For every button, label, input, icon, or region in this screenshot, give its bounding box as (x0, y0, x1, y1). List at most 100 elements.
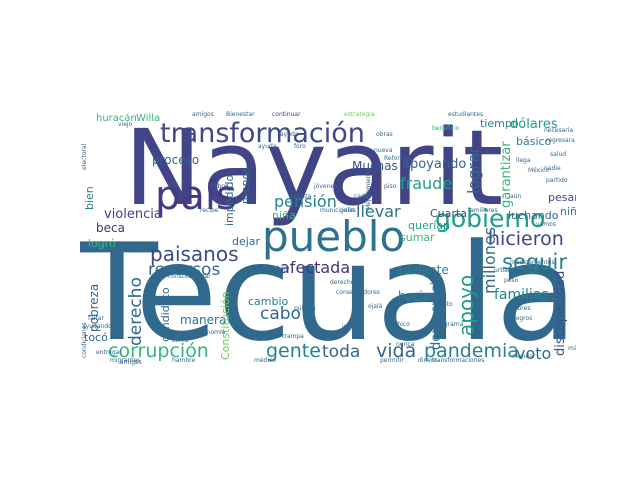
word-pesar: pesar (548, 191, 576, 204)
word-bien: bien (83, 186, 96, 210)
word-derecho: derecho (126, 277, 146, 346)
word-gente: gente (266, 340, 321, 362)
word-conservadores: conservadores (336, 289, 380, 296)
word-dolares: dólares (510, 117, 558, 132)
word-hambre: hambre (172, 357, 196, 364)
word-mejoramiento: Mejoramiento (365, 168, 372, 210)
word-cada: cada (354, 193, 369, 200)
word-estrategia: estrategia (344, 111, 375, 118)
word-proceso: proceso (152, 153, 200, 167)
word-peso: peso (504, 277, 519, 284)
word-basico: básico (516, 135, 552, 148)
word-regresara: regresara (546, 137, 575, 144)
word-salud: salud (550, 151, 567, 158)
word-apoyando: apoyando (402, 157, 467, 172)
word-muchas: Muchas (352, 159, 398, 173)
word-programa: programa (434, 321, 464, 328)
word-migrantes: migrantes (110, 357, 141, 364)
word-nunca: nunca (396, 341, 415, 348)
word-democracia: democracia (429, 273, 444, 350)
word-toda: toda (322, 342, 361, 362)
word-nino: niño (560, 205, 576, 218)
word-logro: logró (88, 237, 116, 250)
word-bienestar: Bienestar (226, 111, 255, 118)
word-afectada: afectada (280, 258, 351, 277)
word-amigas: amigas (120, 359, 142, 366)
word-menos: menos (239, 167, 252, 204)
word-piso: piso (384, 183, 397, 190)
word-corrupcion: corrupción (108, 340, 209, 362)
word-municipales: municipales (320, 207, 357, 214)
word-nueva: nueva (374, 147, 393, 154)
word-adelante: adelante (396, 263, 449, 277)
word-cabo: cabo (260, 304, 301, 324)
word-recursos: recursos (148, 260, 221, 280)
word-trampa: trampa (282, 333, 304, 340)
word-dejar: dejar (232, 235, 261, 248)
word-reforma: Reforma (384, 155, 410, 162)
word-manera: manera (180, 313, 227, 327)
word-mundar: mundar (512, 353, 536, 360)
word-pandemia: pandemia (424, 340, 519, 362)
word-amigos: amigos (192, 111, 214, 118)
word-obras: obras (376, 131, 393, 138)
word-viejo: viejo (118, 121, 133, 128)
word-violencia: violencia (104, 207, 162, 222)
word-luchando: luchando (508, 209, 559, 222)
word-pobres: pobres (510, 305, 531, 312)
word-vamos: vamos (536, 221, 556, 228)
word-lograr: lograr (464, 146, 483, 194)
word-seguir: seguir (502, 250, 567, 274)
word-transformacion: transformación (160, 118, 365, 149)
word-ayuda: ayuda (258, 143, 277, 150)
word-pais: país (155, 173, 237, 219)
word-toco: tocó (84, 331, 108, 344)
word-cerca: cerca (172, 337, 189, 344)
word-mas: más (568, 345, 576, 352)
word-transformaciones: transformaciones (432, 357, 485, 364)
word-ayudando: ayudando (82, 323, 112, 330)
word-huracan: huracán (96, 113, 137, 124)
word-nayarit: Nayarit (124, 110, 504, 229)
word-jovenes: jóvenes (314, 183, 338, 190)
word-willa: Willa (136, 113, 161, 124)
word-beneficio: beneficio (432, 125, 460, 132)
word-ojala: ojalá (368, 303, 383, 310)
word-logros: logros (514, 315, 533, 322)
word-paisanos: paisanos (150, 242, 239, 266)
word-aun: aún (510, 193, 522, 200)
word-recibe: recibe (200, 207, 219, 214)
word-estudiantes: estudiantes (448, 111, 484, 118)
word-publica: pública (294, 305, 316, 312)
word-partido: partido (546, 177, 568, 184)
word-economia: economía (196, 329, 226, 336)
word-hacia: hacia (398, 289, 431, 303)
word-voto: voto (516, 344, 552, 363)
word-julio: julio (342, 207, 355, 214)
word-urbano: urbano (494, 267, 516, 274)
word-faltar: faltar (88, 315, 104, 322)
word-constitucional: constitucional (168, 273, 210, 280)
word-derecho2: derecho (330, 279, 355, 286)
word-llevar: llevar (356, 202, 401, 221)
word-permitir: permitir (380, 357, 404, 364)
word-trabajo: trabajo (268, 265, 290, 272)
word-millones: millones (480, 226, 499, 294)
word-junto: junto (342, 323, 358, 330)
word-querian: querían (408, 219, 451, 232)
word-tiempo: tiempo (480, 117, 519, 130)
word-belleza: belleza (290, 193, 312, 200)
word-vida: vida (376, 340, 417, 362)
word-discapacidad: discapacidad (553, 270, 568, 356)
word-tecuala: Tecuala (80, 215, 576, 366)
word-cloud: Nayarit Tecuala transformación país pueb… (80, 110, 576, 366)
word-pueblo: pueblo (262, 212, 406, 261)
word-candidato: candidato (159, 287, 172, 342)
word-necesaria: necesaria (544, 127, 574, 134)
word-constitucion: Constitución (219, 291, 232, 360)
word-continuar: continuar (272, 111, 301, 118)
word-chico: chico (394, 321, 410, 328)
word-familiares: familiares (468, 207, 498, 214)
word-cambio: cambio (248, 295, 289, 308)
word-entregar: entregar (96, 349, 122, 356)
